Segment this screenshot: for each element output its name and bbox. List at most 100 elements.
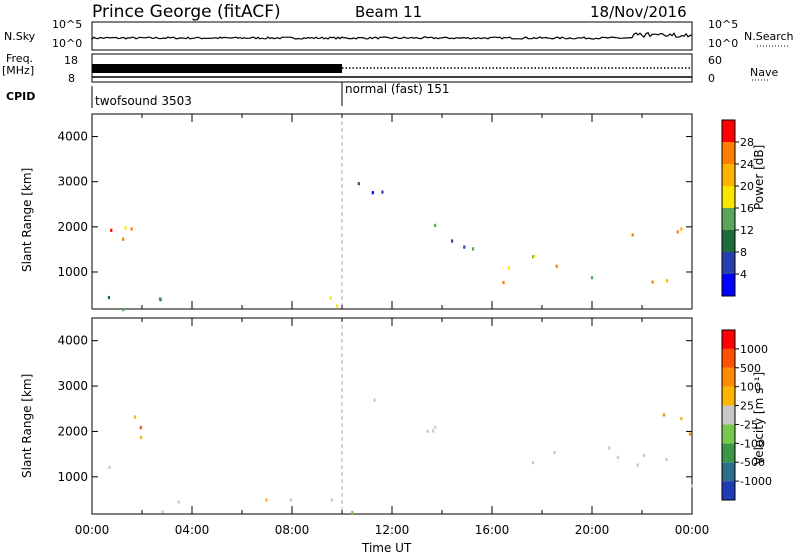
beam-label: Beam 11 xyxy=(355,3,423,21)
colorbar-segment xyxy=(722,186,735,208)
colorbar-segment xyxy=(722,443,735,463)
data-cell xyxy=(533,254,536,259)
data-cell xyxy=(161,510,164,514)
colorbar-segment xyxy=(722,424,735,444)
colorbar-tick-label: -25 xyxy=(740,418,758,431)
data-cell xyxy=(662,413,666,417)
cpid-mode-2: normal (fast) 151 xyxy=(345,82,450,96)
data-cell xyxy=(108,465,111,469)
nsky-tick-top: 10^5 xyxy=(52,18,83,31)
nsky-label: N.Sky xyxy=(4,30,36,43)
ytick-label: 3000 xyxy=(57,175,88,189)
velocity-panel xyxy=(91,317,693,515)
data-cell xyxy=(130,227,133,231)
data-cell xyxy=(555,264,558,268)
data-cell xyxy=(139,435,143,440)
data-cell xyxy=(329,296,332,300)
data-cell xyxy=(590,276,594,280)
data-cell xyxy=(110,228,113,232)
data-cell xyxy=(357,182,360,186)
colorbar-tick-label: -500 xyxy=(740,456,765,469)
xtick-label: 20:00 xyxy=(575,523,610,537)
data-cell xyxy=(177,500,180,504)
colorbar-segment xyxy=(722,252,735,274)
data-cell xyxy=(642,453,645,457)
colorbar-segment xyxy=(722,481,735,500)
colorbar-segment xyxy=(722,208,735,230)
colorbar-tick-label: -100 xyxy=(740,437,765,450)
ytick-label: 2000 xyxy=(57,220,88,234)
data-cell xyxy=(289,498,292,502)
colorbar-tick-label: 1000 xyxy=(740,343,768,356)
colorbar-segment xyxy=(722,367,735,387)
colorbar-segment xyxy=(722,405,735,425)
ytick-label: 1000 xyxy=(57,265,88,279)
colorbar-segment xyxy=(722,142,735,164)
data-cell xyxy=(451,239,454,243)
data-cell xyxy=(665,457,668,462)
data-cell xyxy=(665,279,669,283)
colorbar-tick-label: -1000 xyxy=(740,475,772,488)
colorbar-tick-label: 24 xyxy=(740,158,754,171)
colorbar-tick-label: 28 xyxy=(740,136,754,149)
nsky-tick-bottom: 10^0 xyxy=(52,37,83,50)
cpid-label: CPID xyxy=(6,90,36,103)
freq-label: Freq. xyxy=(6,52,34,65)
data-cell xyxy=(265,498,268,502)
station-title: Prince George (fitACF) xyxy=(92,2,281,22)
colorbar-segment xyxy=(722,348,735,368)
data-cell xyxy=(434,425,437,429)
data-cell xyxy=(107,295,110,300)
colorbar-tick-label: 500 xyxy=(740,362,761,375)
data-cell xyxy=(616,455,619,459)
data-cell xyxy=(434,223,437,227)
data-cell xyxy=(502,280,505,285)
data-cell xyxy=(553,450,556,455)
ytick-label: 2000 xyxy=(57,424,88,438)
freq-tick-bottom: 8 xyxy=(68,72,75,85)
data-cell xyxy=(133,415,136,419)
data-cell xyxy=(636,463,639,467)
data-cell xyxy=(158,297,162,301)
colorbar-tick-label: 100 xyxy=(740,381,761,394)
data-cell xyxy=(351,510,354,515)
data-cell xyxy=(608,446,611,450)
ytick-label: 1000 xyxy=(57,470,88,484)
data-cell xyxy=(371,191,374,195)
data-cell xyxy=(531,461,535,465)
colorbar-segment xyxy=(722,230,735,252)
ytick-label: 3000 xyxy=(57,379,88,393)
xtick-label: 12:00 xyxy=(375,523,410,537)
data-cell xyxy=(471,247,475,251)
colorbar-segment xyxy=(722,330,735,349)
colorbar-segment xyxy=(722,274,735,296)
colorbar-segment xyxy=(722,462,735,482)
nsearch-tick-bottom: 10^0 xyxy=(708,37,739,50)
data-cell xyxy=(507,266,510,270)
data-cell xyxy=(691,484,694,488)
power-panel xyxy=(91,113,693,310)
colorbar-frame xyxy=(721,329,736,501)
data-cell xyxy=(330,498,333,502)
cpid-mode-1: twofsound 3503 xyxy=(95,94,192,108)
data-cell xyxy=(122,308,125,312)
colorbar-tick-label: 25 xyxy=(740,400,754,413)
data-cell xyxy=(680,417,683,421)
data-cell xyxy=(373,398,376,402)
colorbar-tick-label: 16 xyxy=(740,202,754,215)
colorbar-segment xyxy=(722,386,735,406)
colorbar-tick-label: 20 xyxy=(740,180,754,193)
nsearch-label: N.Search xyxy=(744,30,794,43)
freq-tick-top: 18 xyxy=(64,54,78,67)
data-cell xyxy=(432,429,435,433)
data-cell xyxy=(676,230,679,234)
data-cell xyxy=(631,233,634,237)
data-cell xyxy=(139,426,142,430)
nsky-trace xyxy=(91,31,693,40)
date-label: 18/Nov/2016 xyxy=(590,3,687,21)
colorbar-tick-label: 8 xyxy=(740,246,747,259)
freq-unit: [MHz] xyxy=(2,64,35,77)
xtick-label: 16:00 xyxy=(475,523,510,537)
data-cell xyxy=(335,304,338,308)
